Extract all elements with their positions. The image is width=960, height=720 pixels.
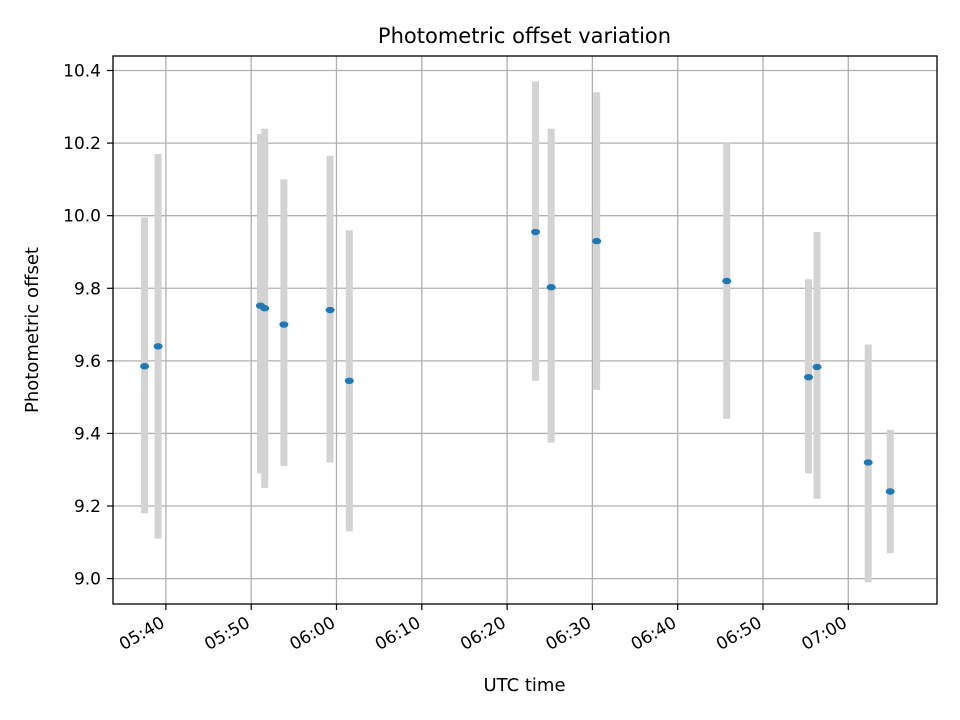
data-point [344,377,354,385]
grid [113,56,937,604]
data-point [153,343,163,350]
data-point [546,283,556,291]
data-point [260,305,270,312]
y-tick-label: 9.6 [74,352,101,372]
data-point [722,277,732,285]
data-point [325,306,335,314]
data-point [279,321,289,328]
x-axis-title: UTC time [483,675,565,696]
data-point [531,228,541,236]
data-point [140,363,150,370]
chart-title: Photometric offset variation [378,24,671,48]
y-tick-label: 10.2 [63,134,101,154]
data-point [803,373,813,381]
data-point [863,459,873,466]
y-tick-label: 10.4 [63,62,101,82]
y-tick-label: 9.4 [74,424,101,444]
data-point [592,237,602,245]
y-axis-title: Photometric offset [22,247,43,413]
y-tick-label: 9.0 [74,570,101,590]
data-point [812,363,822,371]
y-tick-label: 9.8 [74,279,101,299]
plot-frame [112,55,938,605]
y-tick-label: 10.0 [63,207,101,227]
y-tick-label: 9.2 [74,497,101,517]
y-axis-ticks: 9.0 9.2 9.4 9.6 9.8 10.0 10.2 10.4 [63,62,113,590]
data-point [885,488,895,495]
data-points [140,228,895,495]
